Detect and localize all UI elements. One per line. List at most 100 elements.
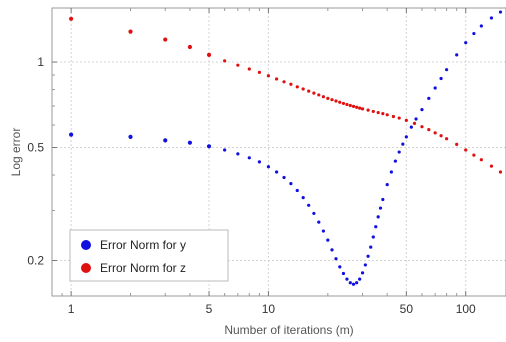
data-point	[207, 144, 211, 148]
x-tick-label: 5	[206, 302, 213, 316]
data-point	[352, 283, 355, 286]
data-point	[307, 204, 310, 207]
x-tick-label: 50	[400, 302, 414, 316]
legend-marker	[81, 263, 91, 273]
data-point	[307, 90, 310, 93]
data-point	[361, 107, 364, 110]
data-point	[163, 138, 167, 142]
data-point	[413, 122, 416, 125]
data-point	[374, 225, 377, 228]
x-tick-label: 100	[456, 302, 476, 316]
y-tick-label: 1	[37, 55, 44, 69]
data-point	[420, 108, 423, 111]
x-axis-label: Number of iterations (m)	[224, 323, 353, 337]
data-point	[405, 135, 408, 138]
data-point	[342, 272, 345, 275]
data-point	[390, 170, 393, 173]
x-tick-label: 10	[262, 302, 276, 316]
data-point	[312, 92, 315, 95]
data-point	[289, 182, 292, 185]
data-point	[369, 246, 372, 249]
data-point	[386, 183, 389, 186]
series-z	[69, 17, 502, 174]
data-point	[296, 85, 299, 88]
data-point	[490, 16, 493, 19]
y-tick-label: 0.5	[27, 141, 44, 155]
data-point	[258, 71, 261, 74]
data-point	[349, 281, 352, 284]
data-point	[364, 263, 367, 266]
data-point	[381, 198, 384, 201]
data-point	[439, 77, 442, 80]
data-point	[236, 152, 239, 155]
data-point	[445, 68, 448, 71]
data-point	[312, 212, 315, 215]
data-point	[379, 206, 382, 209]
legend: Error Norm for y Error Norm for z	[70, 230, 228, 281]
data-point	[372, 110, 375, 113]
data-point	[236, 64, 239, 67]
data-point	[349, 104, 352, 107]
legend-label: Error Norm for y	[100, 238, 186, 252]
data-point	[439, 134, 442, 137]
data-point	[464, 41, 467, 44]
data-point	[69, 133, 73, 137]
data-point	[326, 239, 329, 242]
data-point	[128, 135, 132, 139]
data-point	[499, 170, 502, 173]
data-point	[420, 125, 423, 128]
data-point	[398, 116, 401, 119]
data-point	[334, 257, 337, 260]
data-point	[499, 10, 502, 13]
data-point	[188, 141, 192, 145]
data-point	[361, 271, 364, 274]
data-point	[394, 159, 397, 162]
data-point	[372, 235, 375, 238]
data-point	[386, 113, 389, 116]
data-point	[355, 106, 358, 109]
data-point	[472, 32, 475, 35]
data-point	[355, 281, 358, 284]
data-point	[480, 24, 483, 27]
data-point	[223, 59, 226, 62]
data-point	[302, 87, 305, 90]
data-point	[427, 97, 430, 100]
data-point	[296, 189, 299, 192]
data-point	[381, 112, 384, 115]
data-point	[472, 154, 475, 157]
data-point	[338, 101, 341, 104]
data-point	[330, 98, 333, 101]
data-point	[322, 95, 325, 98]
data-point	[434, 86, 437, 89]
data-point	[445, 137, 448, 140]
data-point	[248, 67, 251, 70]
data-point	[267, 165, 270, 168]
data-point	[414, 117, 417, 120]
legend-marker	[81, 240, 91, 250]
x-tick-label: 1	[68, 302, 75, 316]
data-point	[480, 158, 483, 161]
data-point	[358, 278, 361, 281]
data-point	[330, 248, 333, 251]
data-point	[326, 97, 329, 100]
data-point	[490, 165, 493, 168]
data-point	[427, 128, 430, 131]
y-tick-label: 0.2	[27, 254, 44, 268]
data-point	[128, 30, 132, 34]
data-point	[342, 102, 345, 105]
data-point	[338, 265, 341, 268]
data-point	[392, 115, 395, 118]
data-point	[302, 196, 305, 199]
data-point	[377, 111, 380, 114]
data-point	[366, 109, 369, 112]
data-point	[267, 74, 270, 77]
data-point	[434, 131, 437, 134]
y-axis-label: Log error	[9, 128, 23, 177]
data-point	[455, 53, 458, 56]
data-point	[366, 255, 369, 258]
data-point	[401, 143, 404, 146]
data-point	[345, 103, 348, 106]
data-point	[352, 105, 355, 108]
